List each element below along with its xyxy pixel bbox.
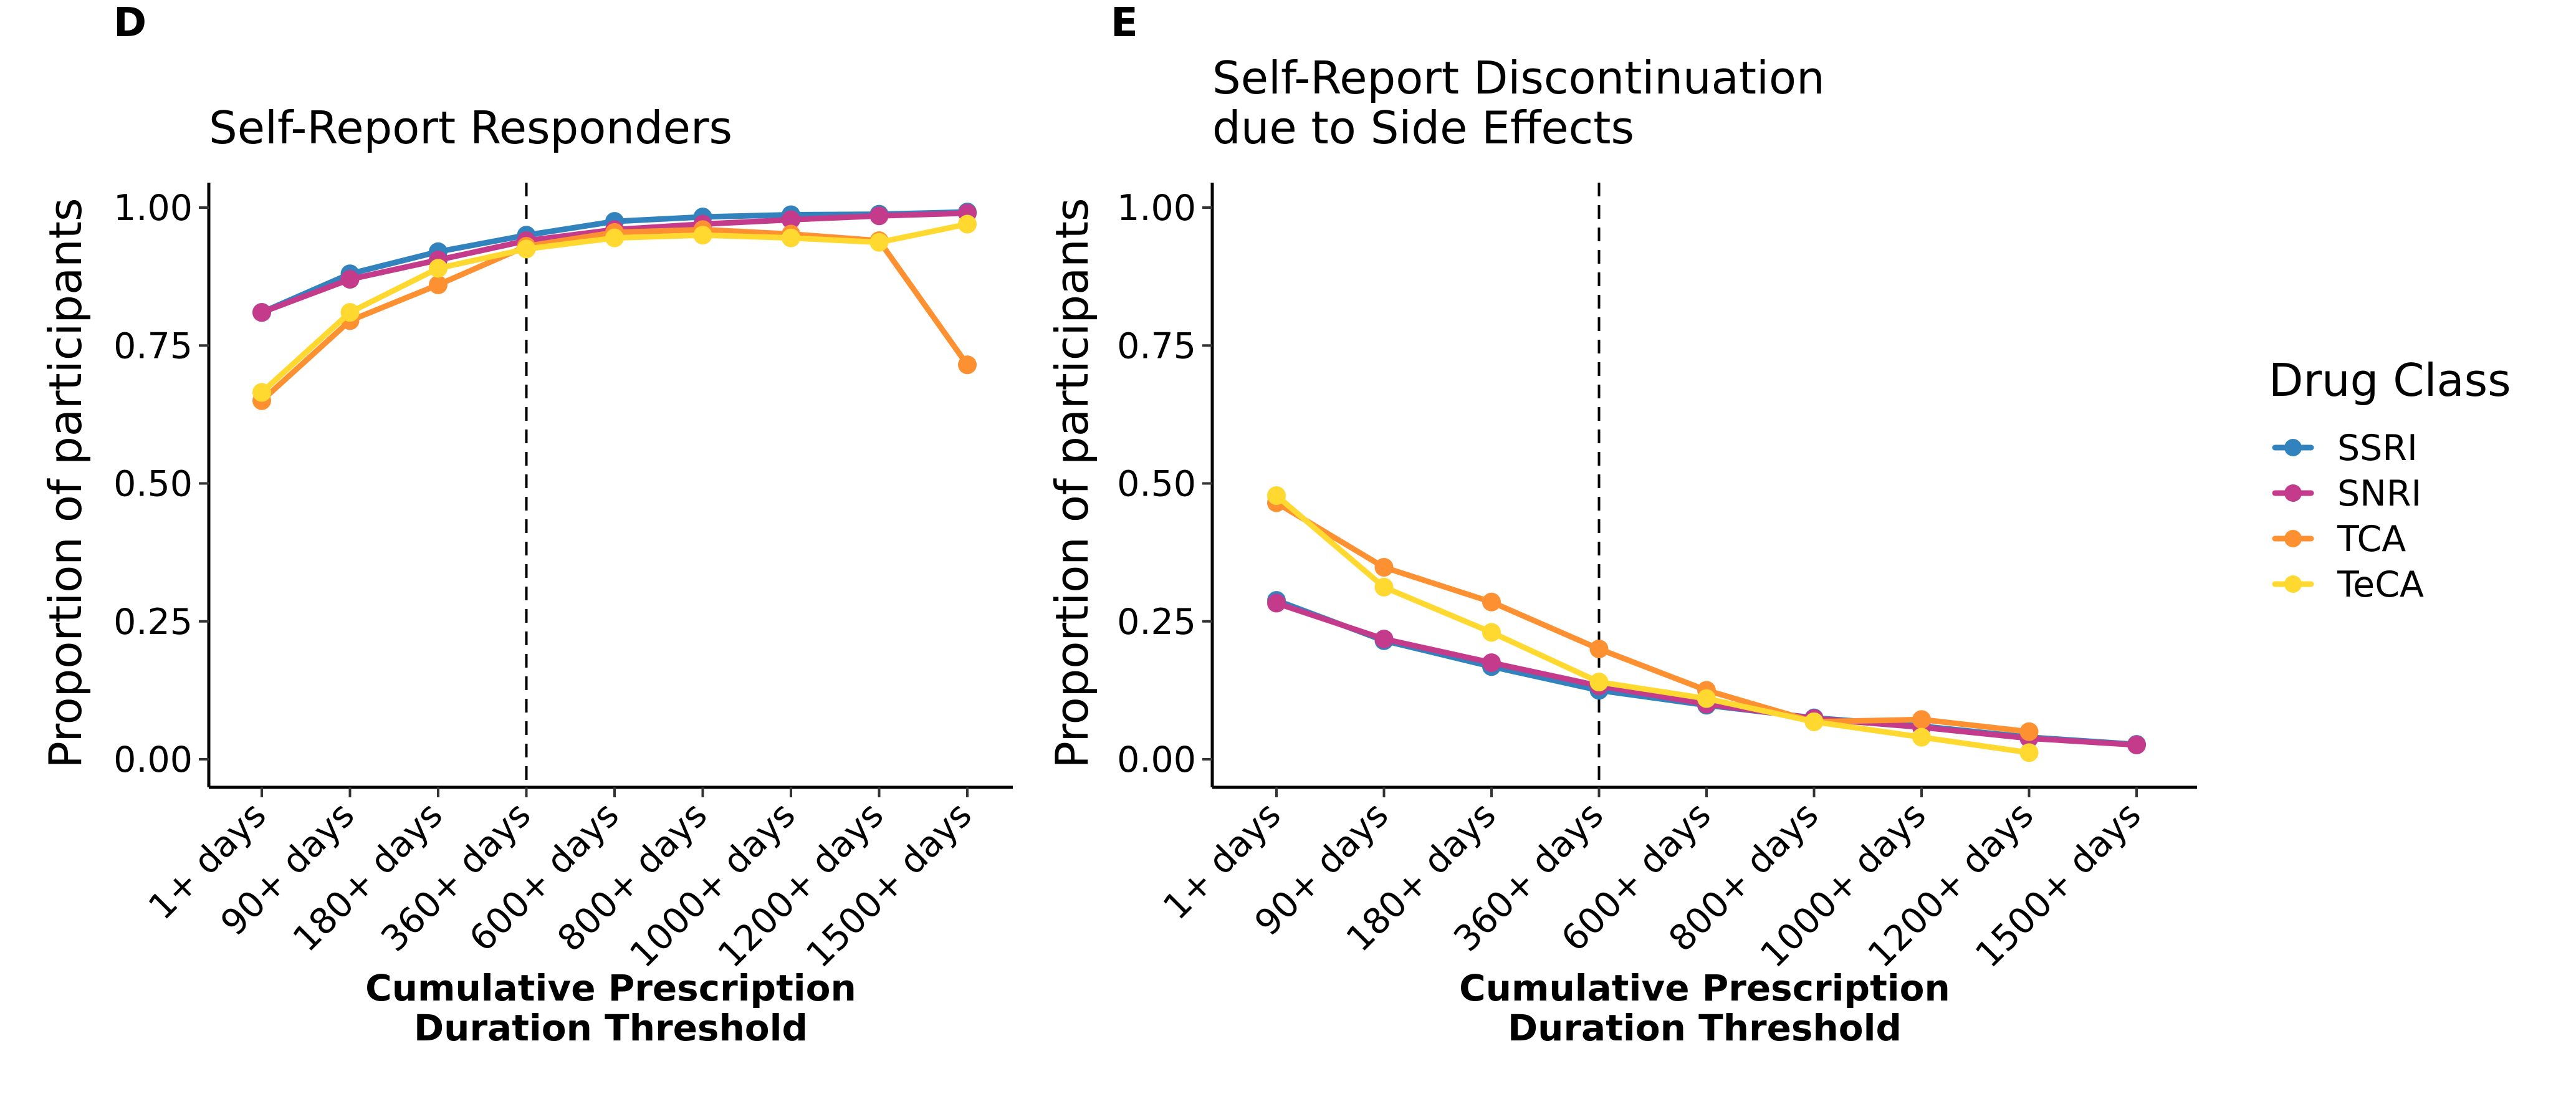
data-point	[1804, 712, 1824, 731]
legend-label: SSRI	[2337, 428, 2418, 469]
data-point	[782, 228, 800, 247]
data-point	[1697, 689, 1716, 708]
data-point	[1267, 486, 1286, 505]
legend-key-point	[2284, 575, 2302, 593]
series-line-tca	[1273, 499, 2032, 735]
data-point	[1482, 592, 1501, 612]
data-point	[1374, 558, 1394, 577]
series-line-teca	[259, 221, 970, 395]
data-point	[1267, 593, 1286, 613]
data-point	[958, 355, 977, 375]
series-line-tca	[259, 226, 970, 404]
chart-title: Self-Report Discontinuation due to Side E…	[1212, 52, 1825, 154]
y-tick-label: 1.00	[113, 188, 193, 229]
data-point	[2019, 743, 2039, 762]
data-point	[429, 275, 448, 294]
data-point	[1589, 640, 1609, 658]
data-point	[869, 233, 889, 252]
series-tca	[252, 220, 977, 410]
series-line-teca	[1273, 492, 2032, 756]
legend-entry-ssri: SSRI	[2272, 428, 2418, 469]
y-axis-label: Proportion of participants	[1046, 198, 1098, 768]
data-point	[2127, 735, 2146, 754]
series-line-ssri	[1273, 597, 2140, 747]
panel-letter: E	[1111, 0, 1138, 46]
data-point	[429, 259, 448, 278]
series-teca	[252, 214, 977, 402]
y-tick-label: 0.75	[113, 325, 193, 367]
legend-label: SNRI	[2337, 473, 2421, 514]
data-point	[958, 214, 977, 234]
data-point	[1374, 577, 1394, 597]
series-tca	[1267, 493, 2039, 741]
data-point	[340, 303, 360, 322]
series-line-snri	[1273, 600, 2140, 748]
chart-title: Self-Report Responders	[209, 102, 732, 154]
legend-key-point	[2284, 439, 2302, 456]
series-teca	[1267, 486, 2039, 762]
data-point	[252, 383, 271, 402]
data-point	[1912, 710, 1931, 729]
legend-label: TCA	[2337, 519, 2406, 560]
data-point	[517, 239, 536, 259]
legend-entry-tca: TCA	[2272, 519, 2406, 560]
legend-label: TeCA	[2337, 564, 2424, 605]
x-axis-label: Cumulative Prescription Duration Threshol…	[1459, 967, 1950, 1049]
panel-letter: D	[113, 0, 146, 46]
legend-entry-teca: TeCA	[2272, 564, 2424, 605]
data-point	[1482, 623, 1501, 642]
data-point	[869, 206, 889, 226]
legend-title: Drug Class	[2269, 354, 2511, 406]
data-point	[782, 210, 800, 229]
y-tick-label: 0.50	[113, 464, 193, 505]
y-tick-label: 0.50	[1117, 464, 1196, 505]
y-axis-label: Proportion of participants	[39, 198, 92, 768]
x-axis-label: Cumulative Prescription Duration Threshol…	[365, 967, 856, 1049]
data-point	[340, 270, 360, 289]
data-point	[1482, 653, 1501, 673]
data-point	[1589, 673, 1609, 692]
legend-key-point	[2284, 530, 2302, 547]
chart-panel-e: E Self-Report Discontinuation due to Side …	[1046, 0, 2197, 1049]
y-tick-label: 0.00	[113, 739, 193, 780]
chart-panel-d: D Self-Report Responders 0.00 0.25 0.50 0.75 1…	[39, 0, 1013, 1049]
data-point	[605, 228, 624, 247]
y-tick-label: 0.75	[1117, 325, 1196, 367]
y-tick-label: 1.00	[1117, 188, 1196, 229]
y-tick-label: 0.00	[1117, 739, 1196, 780]
legend-entry-snri: SNRI	[2272, 473, 2421, 514]
data-point	[1912, 727, 1931, 747]
data-point	[693, 226, 712, 245]
y-tick-label: 0.25	[113, 602, 193, 643]
data-point	[1374, 630, 1394, 649]
data-point	[252, 303, 271, 322]
y-tick-label: 0.25	[1117, 602, 1196, 643]
legend-key-point	[2284, 484, 2302, 502]
data-point	[2019, 722, 2039, 741]
